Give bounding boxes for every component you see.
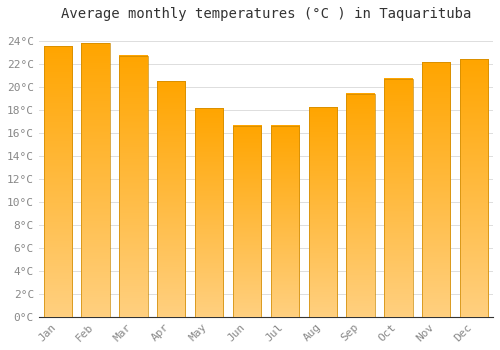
Bar [422, 62, 450, 317]
Bar [233, 126, 261, 317]
Bar [460, 59, 488, 317]
Bar [384, 78, 412, 317]
Bar [119, 56, 148, 317]
Bar [308, 107, 337, 317]
Bar [195, 108, 224, 317]
Bar [157, 81, 186, 317]
Bar [270, 126, 299, 317]
Bar [346, 93, 375, 317]
Bar [119, 56, 148, 317]
Bar [157, 81, 186, 317]
Bar [195, 108, 224, 317]
Bar [270, 126, 299, 317]
Bar [233, 126, 261, 317]
Bar [460, 59, 488, 317]
Bar [384, 78, 412, 317]
Bar [82, 43, 110, 317]
Bar [44, 46, 72, 317]
Bar [422, 62, 450, 317]
Title: Average monthly temperatures (°C ) in Taquarituba: Average monthly temperatures (°C ) in Ta… [60, 7, 471, 21]
Bar [308, 107, 337, 317]
Bar [82, 43, 110, 317]
Bar [44, 46, 72, 317]
Bar [346, 93, 375, 317]
